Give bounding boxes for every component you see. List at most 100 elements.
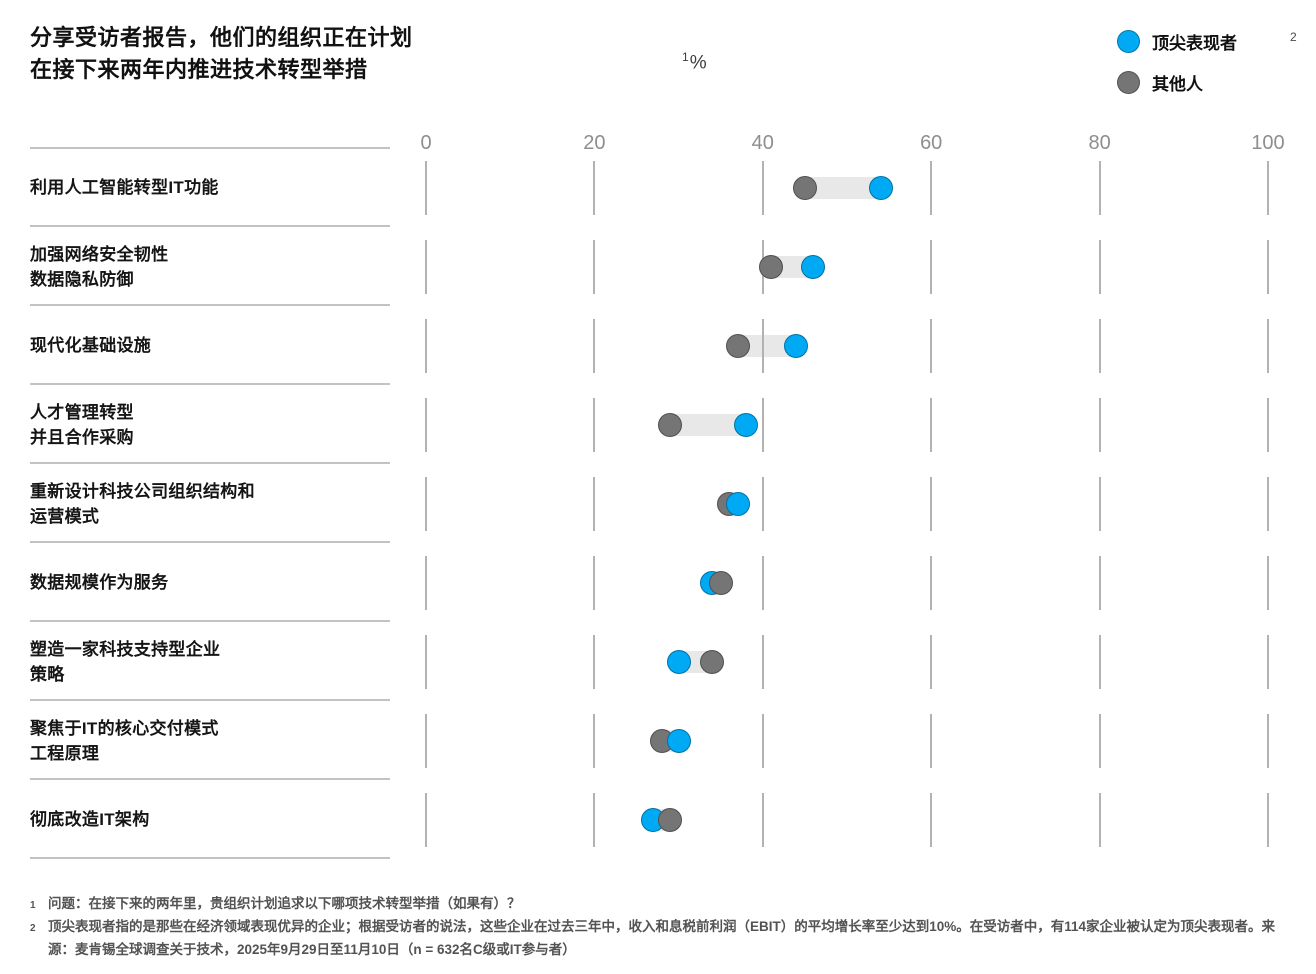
gridline-tick [1098,634,1101,689]
header-divider [30,147,390,149]
row-divider [30,225,390,227]
category-label: 彻底改造IT架构 [30,780,390,859]
gridline-tick [1098,555,1101,610]
top-performers-dot [725,491,750,516]
chart-row: 彻底改造IT架构 [0,780,1316,859]
gridline-tick [1267,476,1269,531]
x-axis-tick-label: 20 [583,132,606,154]
unit-text: % [689,52,707,74]
gridline-tick [1267,239,1269,294]
category-label: 现代化基础设施 [30,306,390,385]
chart-title-line1: 分享受访者报告，他们的组织正在计划 [30,25,413,50]
gridline-tick [761,792,764,847]
gridline-tick [930,713,933,768]
gridline-tick [761,160,764,215]
unit-label: 1% [682,50,707,74]
category-label: 人才管理转型 并且合作采购 [30,385,390,464]
footnote-text: 问题：在接下来的两年里，贵组织计划追求以下哪项技术转型举措（如果有）？ [48,896,521,911]
gridline-tick [761,713,764,768]
row-divider [30,541,390,543]
gridline-tick [761,634,764,689]
gridline-tick [1098,318,1101,373]
chart-row: 聚焦于IT的核心交付模式 工程原理 [0,701,1316,780]
gridline-tick [593,792,596,847]
connector-band [792,176,893,199]
top-performers-dot-icon [1117,29,1140,53]
chart-row: 加强网络安全韧性 数据隐私防御 [0,227,1316,306]
x-axis-tick-label: 60 [920,132,943,154]
gridline-tick [930,318,933,373]
category-label: 重新设计科技公司组织结构和 运营模式 [30,464,390,543]
legend-superscript: 2 [1290,30,1297,44]
gridline-tick [1267,555,1269,610]
row-divider [30,778,390,780]
gridline-tick [930,397,933,452]
legend-item-others: 其他人 [1117,69,1237,95]
footnotes: 1 问题：在接下来的两年里，贵组织计划追求以下哪项技术转型举措（如果有）？ 2 顶尖表… [30,892,1284,961]
gridline-tick [761,397,764,452]
row-divider [30,304,390,306]
top-performers-dot [868,175,893,200]
chart-title: 分享受访者报告，他们的组织正在计划 在接下来两年内推进技术转型举措 [30,22,413,86]
chart-row: 数据规模作为服务 [0,543,1316,622]
gridline-tick [425,634,427,689]
gridline-tick [425,713,427,768]
row-divider [30,620,390,622]
gridline-tick [930,555,933,610]
category-label-line: 塑造一家科技支持型企业 [30,639,221,659]
category-label-line: 数据隐私防御 [30,269,134,289]
gridline-tick [425,397,427,452]
category-label-line: 重新设计科技公司组织结构和 [30,481,255,501]
gridline-tick [1098,397,1101,452]
category-label: 塑造一家科技支持型企业 策略 [30,622,390,701]
gridline-tick [425,160,427,215]
gridline-tick [425,792,427,847]
row-divider [30,699,390,701]
category-label-line: 人才管理转型 [30,402,134,422]
top-performers-dot [666,649,691,674]
category-label-line: 工程原理 [30,743,100,763]
gridline-tick [761,476,764,531]
category-label-line: 利用人工智能转型IT功能 [30,178,219,197]
category-label-line: 加强网络安全韧性 [30,244,169,264]
gridline-tick [1098,792,1101,847]
others-dot [759,254,784,279]
gridline-tick [761,318,764,373]
row-divider [30,462,390,464]
category-label: 数据规模作为服务 [30,543,390,622]
gridline-tick [1267,713,1269,768]
gridline-tick [1267,318,1269,373]
category-label-line: 并且合作采购 [30,427,134,447]
category-label: 加强网络安全韧性 数据隐私防御 [30,227,390,306]
chart-row: 人才管理转型 并且合作采购 [0,385,1316,464]
gridline-tick [1267,792,1269,847]
footnote: 1 问题：在接下来的两年里，贵组织计划追求以下哪项技术转型举措（如果有）？ [30,892,1284,915]
legend-label-top-performers: 顶尖表现者 [1152,33,1237,53]
others-dot [658,412,683,437]
chart-row: 重新设计科技公司组织结构和 运营模式 [0,464,1316,543]
gridline-tick [930,792,933,847]
chart-row: 塑造一家科技支持型企业 策略 [0,622,1316,701]
row-divider [30,383,390,385]
gridline-tick [930,239,933,294]
gridline-tick [930,160,933,215]
row-divider [30,857,390,859]
gridline-tick [930,634,933,689]
gridline-tick [930,476,933,531]
gridline-tick [761,555,764,610]
legend-item-top-performers: 顶尖表现者 [1117,28,1237,54]
others-dot [700,649,725,674]
legend: 顶尖表现者 其他人 [1117,28,1237,95]
others-dot-icon [1117,70,1140,94]
x-axis-tick-label: 100 [1251,132,1285,154]
unit-superscript: 1 [682,50,689,64]
gridline-tick [425,555,427,610]
gridline-tick [425,318,427,373]
gridline-tick [593,476,596,531]
footnote-text: 顶尖表现者指的是那些在经济领域表现优异的企业；根据受访者的说法，这些企业在过去三… [48,919,1276,957]
legend-label-others: 其他人 [1152,74,1203,94]
category-label: 聚焦于IT的核心交付模式 工程原理 [30,701,390,780]
category-label-line: 数据规模作为服务 [30,573,169,592]
gridline-tick [1267,634,1269,689]
